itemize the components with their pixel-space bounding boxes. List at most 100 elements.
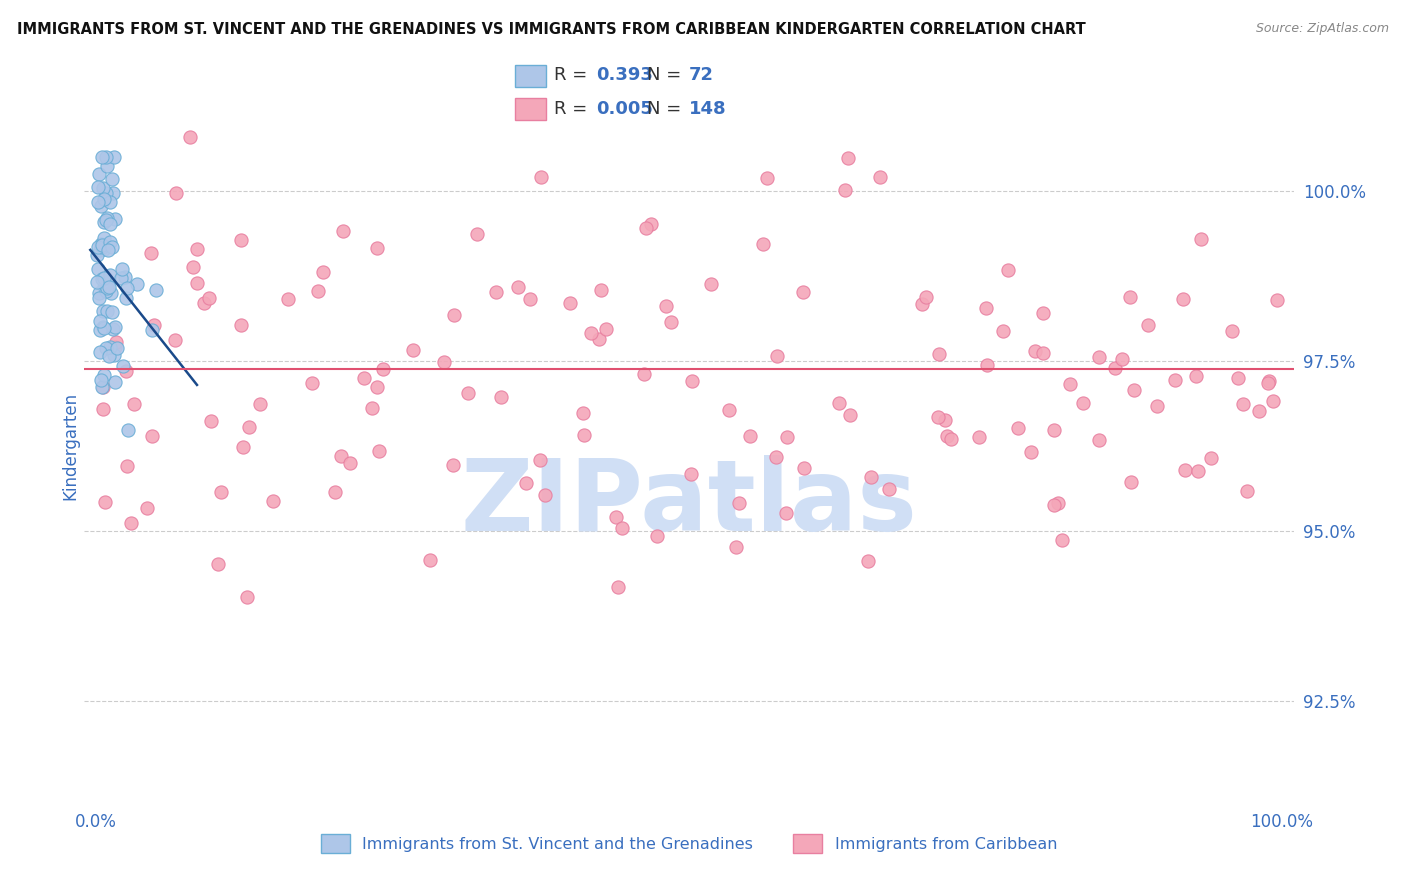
Point (1174, 463, 1197, 477)
Point (103, 348, 125, 362)
Point (441, 458, 464, 473)
Text: 0.393: 0.393 (596, 66, 652, 84)
Point (443, 308, 465, 322)
Point (89, 323, 111, 337)
Point (94, 495, 117, 509)
Point (235, 591, 257, 605)
Point (86, 248, 108, 262)
Point (93, 242, 115, 256)
Point (1199, 450, 1222, 465)
Point (115, 280, 138, 294)
Point (94, 284, 117, 298)
Point (91, 150, 114, 164)
Point (1043, 498, 1066, 512)
Point (681, 374, 703, 388)
Point (98, 349, 121, 363)
Point (207, 557, 229, 571)
Point (401, 343, 423, 357)
Point (91, 380, 114, 394)
Point (101, 305, 124, 319)
Point (529, 452, 551, 467)
Point (366, 380, 388, 394)
Point (311, 265, 333, 279)
Text: 72: 72 (689, 66, 714, 84)
Point (139, 245, 162, 260)
Point (1189, 232, 1212, 246)
Point (114, 269, 136, 284)
Point (793, 461, 815, 475)
Point (93, 192, 115, 206)
Point (579, 326, 602, 340)
Point (127, 277, 149, 292)
Point (776, 430, 799, 444)
Point (700, 277, 723, 292)
Point (101, 186, 124, 200)
Point (232, 440, 254, 454)
Point (96, 213, 118, 227)
Point (91, 181, 114, 195)
Point (136, 501, 159, 516)
Point (97, 276, 120, 290)
Point (1032, 306, 1054, 320)
Point (181, 260, 204, 274)
Point (914, 290, 936, 304)
Point (558, 296, 581, 310)
Point (1118, 290, 1140, 304)
Point (90, 237, 112, 252)
Point (89, 345, 111, 359)
Point (633, 368, 655, 382)
Text: IMMIGRANTS FROM ST. VINCENT AND THE GRENADINES VS IMMIGRANTS FROM CARIBBEAN KIND: IMMIGRANTS FROM ST. VINCENT AND THE GREN… (17, 22, 1085, 37)
Point (193, 295, 215, 310)
Point (974, 301, 997, 315)
Point (93, 270, 115, 285)
Point (110, 271, 132, 285)
Point (112, 359, 135, 373)
Point (967, 430, 990, 444)
Point (927, 409, 949, 424)
Point (105, 341, 128, 355)
Point (97, 243, 120, 257)
Point (238, 420, 260, 434)
Point (465, 227, 488, 241)
Point (87, 168, 110, 182)
Point (98, 217, 121, 231)
Point (1007, 421, 1029, 435)
Point (332, 224, 354, 238)
Point (588, 332, 610, 346)
Point (839, 408, 862, 422)
Point (179, 129, 201, 144)
Point (1043, 423, 1066, 437)
Point (1265, 293, 1288, 307)
Point (1073, 396, 1095, 410)
Point (605, 510, 627, 524)
Point (1119, 475, 1142, 489)
Point (94, 186, 117, 201)
Point (117, 459, 139, 474)
Point (1185, 369, 1208, 384)
Point (249, 397, 271, 411)
Point (89, 243, 111, 257)
Point (101, 322, 124, 336)
Point (655, 299, 678, 313)
Point (86, 276, 108, 290)
Point (1047, 496, 1070, 510)
Point (141, 429, 163, 443)
Point (765, 450, 787, 465)
Point (827, 396, 849, 410)
Point (93, 279, 115, 293)
Text: N =: N = (647, 66, 686, 84)
Point (90, 199, 112, 213)
Point (681, 467, 703, 481)
Point (1088, 350, 1111, 364)
Point (491, 390, 513, 404)
Point (90, 272, 112, 286)
Point (307, 285, 329, 299)
Point (997, 263, 1019, 277)
Point (101, 171, 124, 186)
Point (104, 335, 127, 350)
Text: R =: R = (554, 100, 593, 119)
Point (104, 340, 127, 354)
Legend: Immigrants from St. Vincent and the Grenadines, Immigrants from Caribbean: Immigrants from St. Vincent and the Gren… (315, 828, 1063, 859)
Point (100, 286, 122, 301)
Point (1236, 484, 1258, 499)
